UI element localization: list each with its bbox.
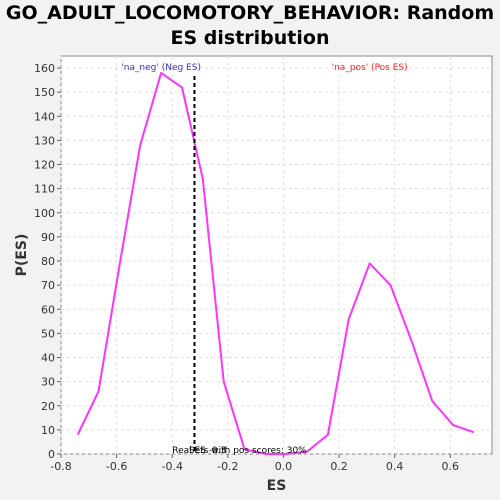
y-tick-label: 120 (34, 159, 55, 172)
y-axis-label: P(ES) (14, 234, 30, 277)
x-tick-label: 0.0 (275, 460, 293, 473)
y-tick-label: 110 (34, 183, 55, 196)
x-tick-label: -0.4 (161, 460, 182, 473)
y-tick-label: 140 (34, 110, 55, 123)
x-tick-label: -0.6 (106, 460, 127, 473)
x-tick-label: 0.4 (386, 460, 404, 473)
y-tick-label: 130 (34, 134, 55, 147)
y-tick-label: 80 (41, 255, 55, 268)
y-tick-label: 70 (41, 279, 55, 292)
y-tick-label: 150 (34, 86, 55, 99)
x-tick-label: 0.2 (330, 460, 348, 473)
x-tick-label: -0.8 (50, 460, 71, 473)
pos-es-label: 'na_pos' (Pos ES) (332, 63, 408, 73)
y-tick-label: 10 (41, 424, 55, 437)
y-tick-label: 160 (34, 62, 55, 75)
y-tick-label: 40 (41, 352, 55, 365)
pos-scores-label: Sets with pos scores: 30% (189, 446, 307, 456)
x-tick-label: 0.6 (442, 460, 460, 473)
y-tick-label: 90 (41, 231, 55, 244)
plot-area (61, 56, 492, 454)
y-tick-label: 60 (41, 303, 55, 316)
neg-es-label: 'na_neg' (Neg ES) (121, 63, 201, 73)
y-tick-label: 30 (41, 376, 55, 389)
y-tick-label: 50 (41, 327, 55, 340)
x-axis-label: ES (267, 478, 287, 494)
y-tick-label: 20 (41, 400, 55, 413)
y-tick-label: 100 (34, 207, 55, 220)
x-tick-label: -0.2 (217, 460, 238, 473)
